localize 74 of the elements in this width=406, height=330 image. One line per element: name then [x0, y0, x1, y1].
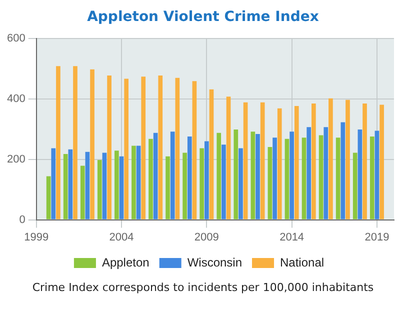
- y-tick-label: 400: [6, 93, 26, 106]
- bar: [352, 152, 358, 220]
- bar: [238, 148, 243, 220]
- bar: [306, 127, 312, 220]
- bar: [85, 152, 90, 220]
- bar: [216, 132, 222, 220]
- bar: [256, 134, 260, 220]
- x-tick-label: 2019: [364, 231, 390, 244]
- bar: [358, 130, 362, 220]
- bar: [243, 102, 248, 220]
- bar: [136, 146, 141, 220]
- bar: [46, 176, 51, 220]
- legend-label: Wisconsin: [187, 255, 242, 270]
- bar: [294, 106, 299, 220]
- chart-title: Appleton Violent Crime Index: [86, 9, 320, 27]
- bar: [346, 100, 350, 220]
- bar: [272, 138, 277, 220]
- bar: [268, 147, 272, 220]
- bar: [158, 75, 163, 220]
- bar: [328, 98, 333, 220]
- x-tick-label: 2014: [280, 231, 304, 244]
- bar: [370, 136, 374, 220]
- bar: [166, 156, 170, 220]
- bar: [324, 127, 328, 220]
- bar: [63, 154, 68, 220]
- bar: [204, 141, 209, 220]
- y-tick-label: 600: [6, 32, 26, 45]
- bar: [119, 156, 124, 220]
- bar: [68, 149, 73, 220]
- bar: [132, 146, 136, 220]
- bar: [380, 104, 384, 220]
- bar: [141, 76, 146, 220]
- bar: [362, 104, 367, 220]
- bar: [340, 122, 346, 220]
- bar: [277, 108, 282, 220]
- bar: [187, 136, 192, 220]
- text: Crime Index corresponds to incidents per 100,000 inhabitants: [31, 281, 375, 294]
- bar: [90, 69, 94, 220]
- bar: [102, 152, 107, 220]
- bar: [374, 130, 380, 220]
- bar: [97, 160, 102, 220]
- bar: [302, 138, 306, 220]
- bar: [290, 132, 294, 220]
- legend-label: National: [280, 255, 324, 270]
- bar: [209, 89, 214, 220]
- x-tick-label: 1999: [24, 231, 49, 244]
- bar: [260, 102, 265, 220]
- bar: [318, 135, 324, 220]
- bar: [51, 148, 56, 220]
- bar: [192, 81, 197, 220]
- bar: [336, 138, 340, 220]
- bar: [200, 148, 204, 220]
- bar: [250, 132, 256, 220]
- bar: [284, 138, 290, 220]
- x-tick-label: 2009: [194, 231, 219, 244]
- bar: [107, 75, 112, 220]
- bar: [124, 78, 129, 220]
- bar: [80, 166, 85, 220]
- x-tick-label: 2004: [109, 231, 134, 244]
- bar: [148, 138, 153, 220]
- y-tick-label: 200: [6, 153, 26, 166]
- bar: [153, 132, 158, 220]
- bar: [312, 104, 316, 220]
- legend-label: Appleton: [102, 255, 150, 270]
- bar: [114, 150, 119, 220]
- bar: [175, 78, 180, 220]
- bar: [226, 96, 231, 220]
- bar: [182, 152, 187, 220]
- y-tick-label: 0: [19, 214, 26, 226]
- bar: [56, 66, 60, 220]
- bar: [222, 144, 226, 220]
- bar: [73, 66, 78, 220]
- bar: [170, 132, 175, 220]
- bar: [234, 130, 238, 220]
